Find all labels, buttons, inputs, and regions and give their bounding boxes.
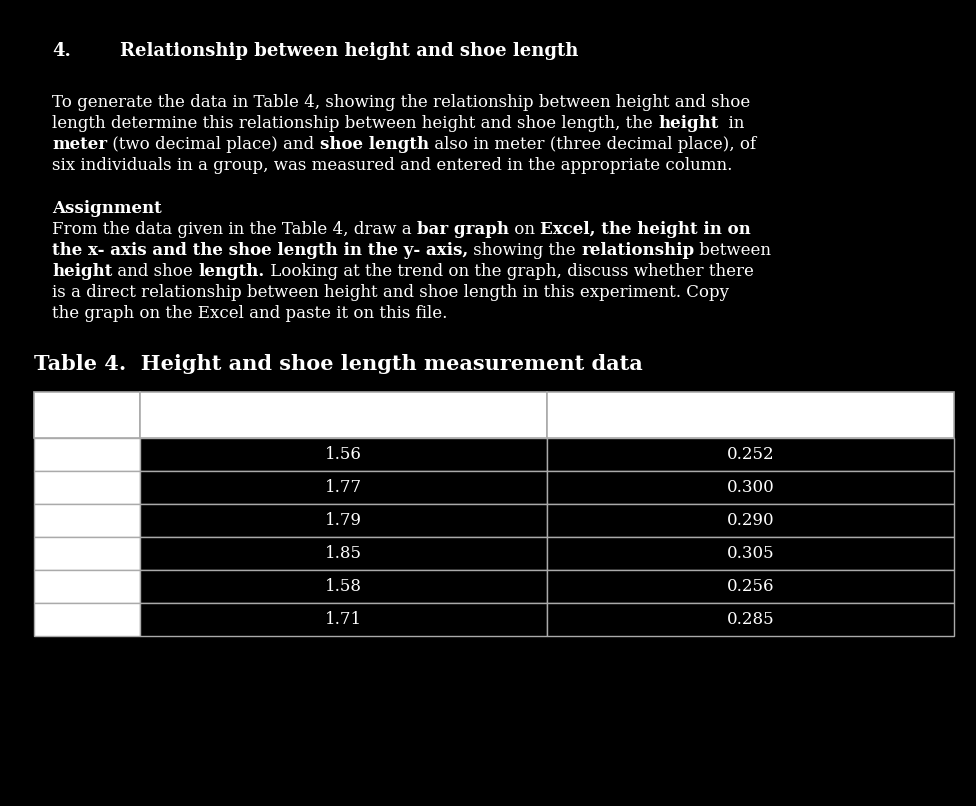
Bar xyxy=(548,392,954,438)
Text: 1.77: 1.77 xyxy=(325,479,362,496)
Bar xyxy=(140,392,548,438)
Text: Looking at the trend on the graph, discuss whether there: Looking at the trend on the graph, discu… xyxy=(264,263,753,280)
Text: 1.85: 1.85 xyxy=(325,545,362,562)
Text: showing the: showing the xyxy=(468,242,581,259)
Text: To generate the data in Table 4, showing the relationship between height and sho: To generate the data in Table 4, showing… xyxy=(52,94,751,111)
Text: Assignment: Assignment xyxy=(52,200,162,217)
Bar xyxy=(548,504,954,537)
Bar xyxy=(140,438,548,471)
Text: between: between xyxy=(694,242,771,259)
Text: bar graph: bar graph xyxy=(417,221,508,238)
Text: Relationship between height and shoe length: Relationship between height and shoe len… xyxy=(120,42,579,60)
Text: 0.285: 0.285 xyxy=(727,611,775,628)
Text: 1.58: 1.58 xyxy=(325,578,362,595)
Bar xyxy=(140,471,548,504)
Bar xyxy=(548,471,954,504)
Text: 1.71: 1.71 xyxy=(325,611,362,628)
Text: 0.300: 0.300 xyxy=(727,479,775,496)
Text: meter: meter xyxy=(52,136,107,153)
Text: Excel, the height in on: Excel, the height in on xyxy=(540,221,751,238)
Text: 0.290: 0.290 xyxy=(727,512,775,529)
Text: 1.79: 1.79 xyxy=(325,512,362,529)
Bar xyxy=(34,570,140,603)
Text: on: on xyxy=(508,221,540,238)
Bar xyxy=(548,537,954,570)
Text: 4.: 4. xyxy=(52,42,71,60)
Text: (two decimal place) and: (two decimal place) and xyxy=(107,136,319,153)
Text: height: height xyxy=(52,263,112,280)
Text: length.: length. xyxy=(198,263,264,280)
Bar xyxy=(140,537,548,570)
Text: is a direct relationship between height and shoe length in this experiment. Copy: is a direct relationship between height … xyxy=(52,284,729,301)
Bar xyxy=(34,603,140,636)
Bar xyxy=(34,392,140,438)
Text: the graph on the Excel and paste it on this file.: the graph on the Excel and paste it on t… xyxy=(52,305,447,322)
Text: in: in xyxy=(718,115,745,132)
Text: height: height xyxy=(658,115,718,132)
Text: 0.256: 0.256 xyxy=(727,578,774,595)
Bar xyxy=(548,603,954,636)
Bar xyxy=(34,537,140,570)
Text: 1.56: 1.56 xyxy=(325,446,362,463)
Bar xyxy=(34,438,140,471)
Text: shoe length: shoe length xyxy=(319,136,428,153)
Text: 0.305: 0.305 xyxy=(727,545,775,562)
Text: and shoe: and shoe xyxy=(112,263,198,280)
Bar xyxy=(548,438,954,471)
Bar xyxy=(140,504,548,537)
Text: also in meter (three decimal place), of: also in meter (three decimal place), of xyxy=(428,136,755,153)
Text: From the data given in the Table 4, draw a: From the data given in the Table 4, draw… xyxy=(52,221,417,238)
Text: Table 4.  Height and shoe length measurement data: Table 4. Height and shoe length measurem… xyxy=(34,354,643,374)
Text: length determine this relationship between height and shoe length, the: length determine this relationship betwe… xyxy=(52,115,658,132)
Text: the x- axis and the shoe length in the y- axis,: the x- axis and the shoe length in the y… xyxy=(52,242,468,259)
Bar xyxy=(140,603,548,636)
Bar xyxy=(548,570,954,603)
Bar xyxy=(34,504,140,537)
Bar xyxy=(34,471,140,504)
Bar xyxy=(140,570,548,603)
Text: relationship: relationship xyxy=(581,242,694,259)
Text: 0.252: 0.252 xyxy=(727,446,775,463)
Text: six individuals in a group, was measured and entered in the appropriate column.: six individuals in a group, was measured… xyxy=(52,157,732,174)
